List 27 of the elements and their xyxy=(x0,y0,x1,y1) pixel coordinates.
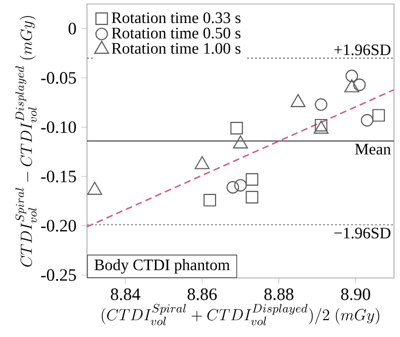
y-tick-label: -0.15 xyxy=(41,170,76,182)
point xyxy=(346,70,358,82)
y-tick-label: 0 xyxy=(68,22,76,34)
ref-line-label: +1.96SD xyxy=(334,44,390,56)
x-axis-title: $(CTDI_{vol}^{Spiral}+CTDI_{vol}^{Displayed})/2\ (mGy)$ xyxy=(102,304,380,326)
point xyxy=(230,122,243,134)
ref-line-label: Mean xyxy=(355,144,391,155)
y-axis-title: $CTDI_{vol}^{Spiral}-CTDI_{vol}^{Displayed}\ (mGy)$ xyxy=(15,16,37,267)
y-tick-label: -0.10 xyxy=(41,121,76,134)
legend-label: Rotation time 0.50 s xyxy=(112,28,240,39)
legend-label: Rotation time 0.33 s xyxy=(112,12,240,24)
y-tick-label: -0.20 xyxy=(41,220,76,232)
x-tick-label: 8.88 xyxy=(264,288,294,300)
x-tick-label: 8.84 xyxy=(110,288,140,300)
y-tick-label: -0.25 xyxy=(41,269,76,281)
ref-line-label: −1.96SD xyxy=(334,228,390,239)
point xyxy=(204,194,216,206)
point xyxy=(314,98,328,111)
point xyxy=(314,118,328,132)
legend-label: Rotation time 1.00 s xyxy=(112,42,240,54)
point xyxy=(226,181,240,194)
y-tick-label: -0.05 xyxy=(41,72,76,84)
x-tick-label: 8.86 xyxy=(188,288,217,300)
annotation: Body CTDI phantom xyxy=(94,259,230,274)
point xyxy=(353,78,366,92)
x-tick-label: 8.90 xyxy=(341,288,370,300)
point xyxy=(246,190,258,204)
